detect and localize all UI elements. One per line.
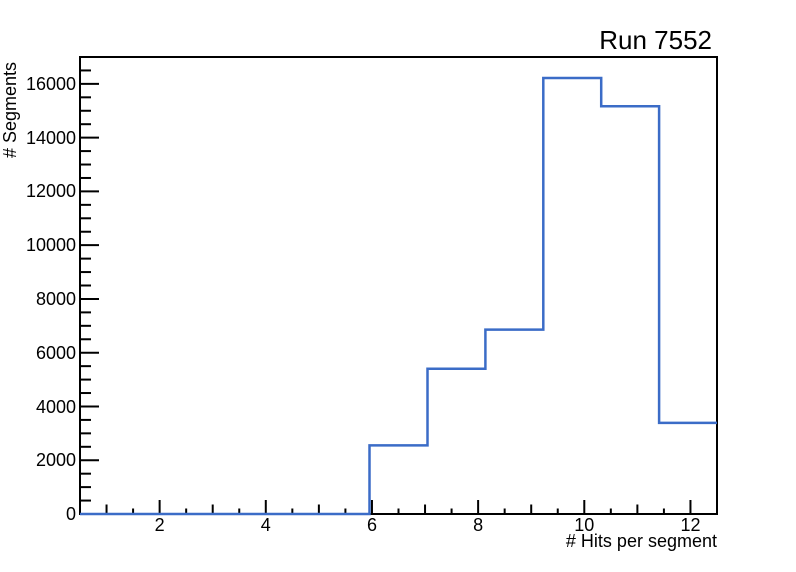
histogram-line: [80, 76, 717, 516]
y-tick-label: 2000: [35, 450, 76, 471]
x-tick-label: 6: [366, 515, 377, 535]
x-axis-title: # Hits per segment: [565, 531, 717, 551]
plot-title: Run 7552: [599, 25, 712, 55]
y-tick-label: 16000: [25, 73, 76, 94]
y-tick-label: 0: [65, 504, 76, 524]
x-tick-label: 12: [680, 515, 701, 535]
y-tick-label: 14000: [25, 127, 76, 148]
x-tick-label: 2: [154, 515, 165, 535]
y-tick-label: 4000: [35, 396, 76, 417]
y-tick-label: 6000: [35, 342, 76, 363]
y-tick-label: 8000: [35, 288, 76, 309]
y-tick-label: 10000: [25, 235, 76, 256]
x-tick-label: 10: [574, 515, 595, 535]
y-tick-label: 12000: [25, 181, 76, 202]
x-tick-label: 4: [260, 515, 271, 535]
plot-frame: [79, 56, 718, 515]
x-tick-label: 8: [473, 515, 484, 535]
